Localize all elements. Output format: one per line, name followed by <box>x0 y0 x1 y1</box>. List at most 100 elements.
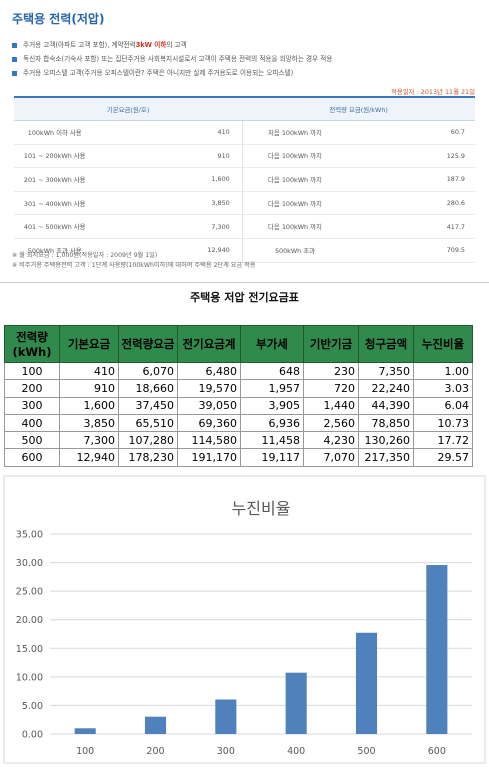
notice-footnotes: ※ 월 최저요금 : 1,000원(적용일자 : 2009년 9월 1일) ※ … <box>12 251 256 271</box>
footnote: ※ 월 최저요금 : 1,000원(적용일자 : 2009년 9월 1일) <box>12 252 158 259</box>
table-cell[interactable]: 300 <box>4 396 60 415</box>
chart-panel: 누진비율 0.00 5.00 10.00 15.00 20.00 25.00 30.00 35.… <box>0 472 489 767</box>
table-cell[interactable]: 1.00 <box>413 361 473 381</box>
rate-cell-tier: 500kWh 초과 <box>242 238 348 263</box>
rate-cell-range: 100kWh 이하 사용 <box>14 120 93 145</box>
table-cell[interactable]: 17.72 <box>413 431 473 450</box>
table-row: 200 910 18,660 19,570 1,957 720 22,240 3.03 <box>4 379 473 398</box>
table-row: 400 3,850 65,510 69,360 6,936 2,560 78,850 10.7… <box>4 413 473 433</box>
col-header: 전기요금계 <box>177 325 241 363</box>
table-cell[interactable]: 910 <box>59 379 119 398</box>
table-cell[interactable]: 1,957 <box>240 379 304 398</box>
rate-cell-rate: 187.9 <box>347 167 475 192</box>
rate-cell-range: 301 ~ 400kWh 사용 <box>14 191 93 216</box>
footnote: ※ 비주거용 주택용전력 고객 : 1단계 사용량(100kWh이하)에 대하여… <box>12 262 256 269</box>
rate-cell-base: 1,600 <box>92 167 243 192</box>
x-tick-label: 200 <box>146 746 164 757</box>
table-cell[interactable]: 44,390 <box>358 396 414 415</box>
table-cell[interactable]: 200 <box>4 379 60 398</box>
bar <box>74 728 96 734</box>
table-cell[interactable]: 400 <box>4 413 60 433</box>
table-cell[interactable]: 600 <box>4 448 60 467</box>
table-row: 100 410 6,070 6,480 648 230 7,350 1.00 <box>4 361 473 381</box>
x-tick-label: 100 <box>76 746 94 757</box>
rate-cell-rate: 60.7 <box>347 120 475 145</box>
table-cell[interactable]: 3,850 <box>59 413 119 433</box>
x-tick-label: 600 <box>428 746 446 757</box>
table-cell[interactable]: 4,230 <box>303 431 359 450</box>
rate-row: 401 ~ 500kWh 사용 7,300 다음 100kWh 까지 417.7 <box>14 214 475 239</box>
table-cell[interactable]: 65,510 <box>118 413 178 433</box>
col-header: 기본요금 <box>59 325 119 363</box>
fee-table: 전력량 (kWh) 기본요금 전력량요금 전기요금계 부가세 기반기금 청구금액 누진비율 … <box>4 325 473 467</box>
table-cell[interactable]: 3.03 <box>413 379 473 398</box>
highlight-text: 3kW 이하 <box>135 41 167 49</box>
x-tick-label: 500 <box>357 746 375 757</box>
table-cell[interactable]: 217,350 <box>358 448 414 467</box>
table-row: 300 1,600 37,450 39,050 3,905 1,440 44,390 6.04 <box>4 396 473 415</box>
table-cell[interactable]: 19,117 <box>240 448 304 467</box>
table-cell[interactable]: 107,280 <box>118 431 178 450</box>
table-cell[interactable]: 7,300 <box>59 431 119 450</box>
bullet-square-icon <box>12 56 17 62</box>
rate-cell-rate: 280.6 <box>347 191 475 216</box>
rate-header-energy: 전력량 요금(원/kWh) <box>242 96 475 121</box>
y-tick-label: 25.00 <box>16 587 43 598</box>
table-cell[interactable]: 11,458 <box>240 431 304 450</box>
y-tick-label: 35.00 <box>16 530 43 541</box>
table-cell[interactable]: 230 <box>303 361 359 381</box>
table-cell[interactable]: 29.57 <box>413 448 473 467</box>
table-cell[interactable]: 3,905 <box>240 396 304 415</box>
table-cell[interactable]: 37,450 <box>118 396 178 415</box>
progressive-ratio-chart: 누진비율 0.00 5.00 10.00 15.00 20.00 25.00 30.00 35.… <box>3 475 486 764</box>
table-cell[interactable]: 69,360 <box>177 413 241 433</box>
rate-cell-tier: 다음 100kWh 까지 <box>242 167 348 192</box>
rate-cell-base: 410 <box>92 120 243 145</box>
table-cell[interactable]: 10.73 <box>413 413 473 433</box>
notice-title: 주택용 전력(저압) <box>12 12 105 26</box>
table-cell[interactable]: 78,850 <box>358 413 414 433</box>
col-header: 기반기금 <box>303 325 359 363</box>
table-row: 500 7,300 107,280 114,580 11,458 4,230 130,260… <box>4 431 473 450</box>
apply-date: 적용일자 : 2013년 11월 21일 <box>391 88 475 96</box>
table-cell[interactable]: 7,070 <box>303 448 359 467</box>
rate-cell-tier: 다음 100kWh 까지 <box>242 191 348 216</box>
y-tick-label: 5.00 <box>22 701 43 712</box>
table-cell[interactable]: 500 <box>4 431 60 450</box>
rate-table: 기본요금(원/호) 전력량 요금(원/kWh) 100kWh 이하 사용 410 처… <box>14 96 475 263</box>
table-cell[interactable]: 648 <box>240 361 304 381</box>
rate-cell-rate: 125.9 <box>347 144 475 169</box>
table-cell[interactable]: 410 <box>59 361 119 381</box>
rate-row: 500kWh 초과 사용 12,940 500kWh 초과 709.5 <box>14 238 475 263</box>
x-tick-label: 300 <box>217 746 235 757</box>
table-cell[interactable]: 178,230 <box>118 448 178 467</box>
table-cell[interactable]: 191,170 <box>177 448 241 467</box>
table-cell[interactable]: 2,560 <box>303 413 359 433</box>
table-cell[interactable]: 22,240 <box>358 379 414 398</box>
table-cell[interactable]: 130,260 <box>358 431 414 450</box>
table-cell[interactable]: 100 <box>4 361 60 381</box>
table-cell[interactable]: 1,600 <box>59 396 119 415</box>
bar <box>355 632 378 734</box>
table-cell[interactable]: 12,940 <box>59 448 119 467</box>
table-cell[interactable]: 1,440 <box>303 396 359 415</box>
table-cell[interactable]: 7,350 <box>358 361 414 381</box>
sheet-title: 주택용 저압 전기요금표 <box>190 291 299 304</box>
rate-row: 201 ~ 300kWh 사용 1,600 다음 100kWh 까지 187.9 <box>14 167 475 192</box>
table-cell[interactable]: 39,050 <box>177 396 241 415</box>
table-cell[interactable]: 6,936 <box>240 413 304 433</box>
rate-row: 301 ~ 400kWh 사용 3,850 다음 100kWh 까지 280.6 <box>14 191 475 216</box>
table-cell[interactable]: 18,660 <box>118 379 178 398</box>
y-tick-label: 15.00 <box>16 644 43 655</box>
col-header: 전력량요금 <box>118 325 178 363</box>
x-tick-label: 400 <box>287 746 305 757</box>
table-cell[interactable]: 6,070 <box>118 361 178 381</box>
y-tick-label: 30.00 <box>16 558 43 569</box>
table-cell[interactable]: 19,570 <box>177 379 241 398</box>
table-cell[interactable]: 6,480 <box>177 361 241 381</box>
table-cell[interactable]: 114,580 <box>177 431 241 450</box>
rate-cell-tier: 다음 100kWh 까지 <box>242 144 348 169</box>
table-cell[interactable]: 720 <box>303 379 359 398</box>
rate-cell-range: 401 ~ 500kWh 사용 <box>14 214 93 239</box>
table-cell[interactable]: 6.04 <box>413 396 473 415</box>
